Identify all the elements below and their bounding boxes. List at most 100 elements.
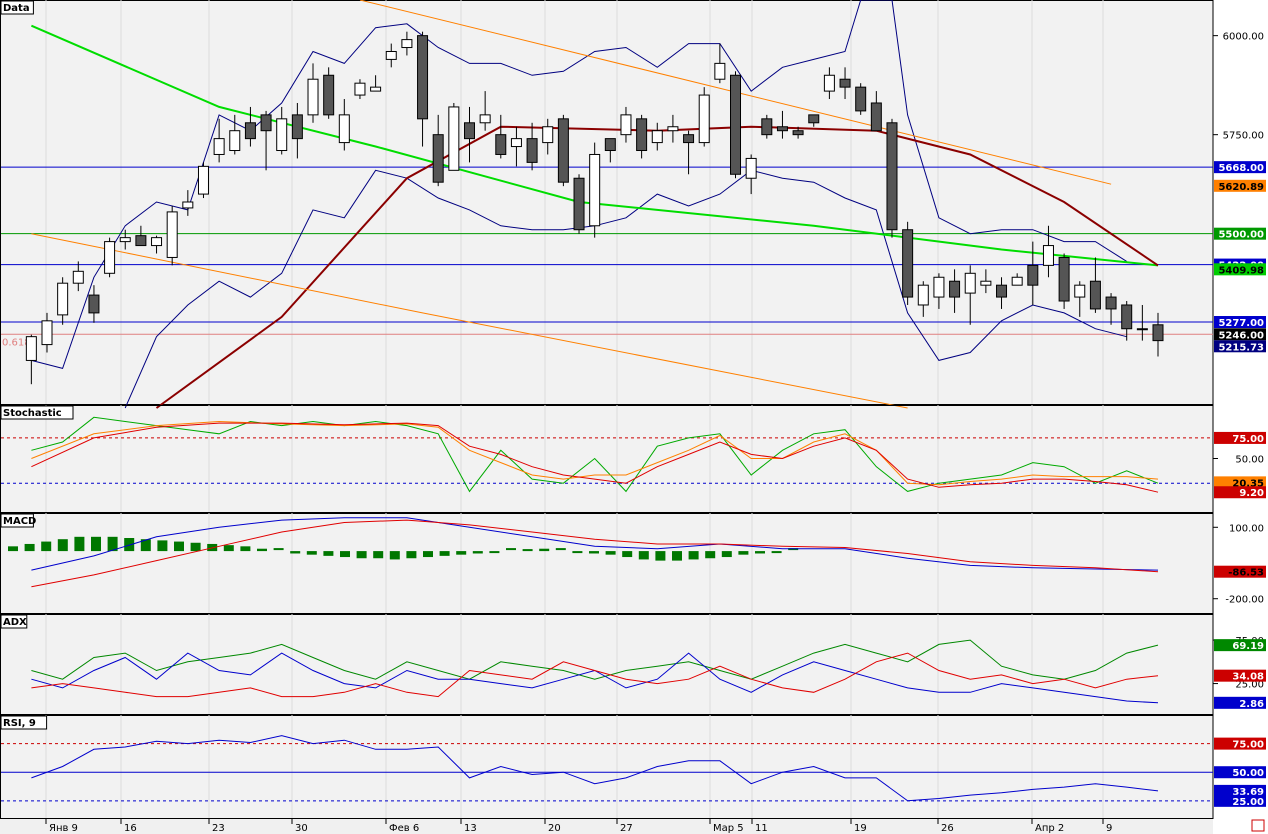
candle-body [1105,296,1117,310]
candle-body [557,118,569,183]
candle-body [510,138,522,148]
histogram-bar [74,536,85,552]
candle-body [902,229,914,298]
candle-body [855,86,867,112]
value-badge-label: 5246.00 [1218,330,1264,341]
histogram-bar [290,551,301,554]
histogram-bar [340,551,350,558]
histogram-bar [506,548,516,551]
candle-body [323,74,335,116]
candle-body [432,134,444,183]
fib-label: 0.618 [2,337,31,348]
histogram-bar [140,539,151,552]
value-badge-label: 75.00 [1232,740,1264,751]
value-badge-label: 5409.98 [1218,265,1264,276]
histogram-bar [738,551,749,555]
histogram-bar [622,551,633,558]
x-tick-label: Апр 2 [1035,823,1064,834]
candle-body [589,153,601,227]
candle-body [119,237,131,243]
axis-background [1213,0,1268,834]
histogram-bar [605,551,616,555]
macd-panel: 100.00 -200.00 -86.53 MACD [0,513,1266,614]
histogram-bar [306,551,317,555]
candle-body [526,138,538,163]
x-tick-label: 9 [1106,823,1112,834]
x-axis-background [0,818,1213,834]
histogram-bar [688,551,699,560]
histogram-bar [356,551,367,559]
x-tick-label: 26 [941,823,954,834]
candle-body [917,284,929,306]
series-line [31,420,1159,486]
candle-body [338,114,350,144]
candle-body [1074,284,1086,298]
x-tick-label: Фев 6 [389,823,419,834]
histogram-bar [439,551,450,556]
candle-body [307,78,319,116]
histogram-bar [572,551,583,554]
candle-body [1042,245,1054,266]
x-tick-label: 27 [620,823,633,834]
value-badge [1214,696,1266,709]
value-badge [1214,486,1266,499]
histogram-bar [190,542,201,552]
candle-body [229,130,241,152]
histogram-bar [755,551,765,554]
macd-frame [0,513,1214,614]
candle-body [260,114,272,132]
value-badge-label: 5500.00 [1218,230,1264,241]
corner-icon[interactable] [1251,819,1265,832]
candle-body [385,50,397,60]
candle-body [636,118,648,152]
candle-body [151,237,163,247]
value-badge-label: 5620.89 [1218,182,1264,193]
histogram-bar [240,546,251,552]
histogram-bar [655,551,666,561]
candle-body [683,134,695,144]
value-badge-label: 5215.73 [1218,342,1264,353]
band-line [31,0,1127,369]
value-badge-label: 69.19 [1232,641,1264,652]
value-badge-label: 34.08 [1232,672,1264,683]
value-badge-label: 50.00 [1232,768,1264,779]
panel-title-box [0,0,34,15]
histogram-bar [24,543,35,552]
candle-body [933,276,945,298]
candle-body [104,241,116,274]
candle-body [823,74,835,92]
candle-body [276,118,288,152]
candle-body [1058,256,1070,302]
candle-body [714,62,726,80]
value-badge-label: 9.20 [1239,488,1264,499]
indicator-line [31,233,908,409]
candle-body [182,201,194,209]
candle-body [620,114,632,136]
y-tick-label: 25.00 [1235,680,1264,691]
value-badge-label: -86.53 [1228,568,1264,579]
candle-body [25,336,37,361]
value-badge-label: 75.00 [1232,434,1264,445]
candle-body [135,235,147,247]
histogram-bar [589,551,599,554]
panel-title: ADX [3,617,27,628]
candle-body [980,280,992,286]
histogram-bar [522,549,533,552]
value-badge [1214,161,1266,174]
candle-body [573,177,585,231]
value-badge-label: 33.69 [1232,787,1264,798]
y-tick-label: -200.00 [1225,595,1264,606]
candle-body [808,114,820,124]
candle-body [197,165,209,195]
histogram-bar [389,551,400,560]
panel-title: Data [3,3,30,14]
y-tick-label: 100.00 [1229,523,1264,534]
candle-body [41,320,53,346]
y-tick-label: 6000.00 [1223,32,1264,43]
histogram-bar [721,551,732,558]
candle-body [72,270,84,284]
histogram-bar [406,551,417,559]
x-axis: Янв 9 16 23 30 Фев 6 13 20 27 Мар 5 11 19 26 Апр 2 9 [0,818,1213,834]
